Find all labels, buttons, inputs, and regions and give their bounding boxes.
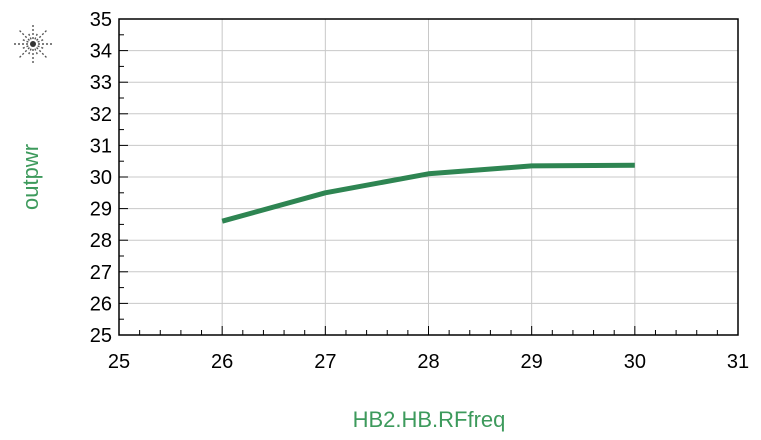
y-tick-label: 29 <box>90 199 112 221</box>
logo-ray <box>18 29 30 41</box>
y-axis-label: outpwr <box>18 144 43 210</box>
logo-center <box>30 41 36 47</box>
y-tick-label: 31 <box>90 135 112 157</box>
y-tick-label: 32 <box>90 104 112 126</box>
x-tick-label: 29 <box>521 351 543 373</box>
logo-ray <box>36 47 48 59</box>
logo-ray <box>36 29 48 41</box>
logo-ray <box>18 47 30 59</box>
x-tick-label: 27 <box>314 351 336 373</box>
x-tick-label: 26 <box>211 351 233 373</box>
y-tick-label: 34 <box>90 41 112 63</box>
series-line <box>221 162 635 224</box>
series <box>221 162 635 224</box>
x-tick-label: 30 <box>624 351 646 373</box>
logo-ray <box>34 48 39 57</box>
y-tick-label: 25 <box>90 325 112 347</box>
y-tick-label: 35 <box>90 9 112 31</box>
y-tick-labels: 25 26 27 28 29 30 31 32 33 34 35 <box>90 9 112 347</box>
y-tick-label: 27 <box>90 262 112 284</box>
logo-ray <box>37 38 46 43</box>
logo-ray <box>20 38 29 43</box>
plot-frame <box>118 18 739 336</box>
logo-ray <box>27 48 32 57</box>
x-axis-label: HB2.HB.RFfreq <box>353 407 506 432</box>
x-tick-label: 28 <box>417 351 439 373</box>
logo-icon <box>13 24 53 64</box>
x-tick-labels: 25 26 27 28 29 30 31 <box>108 351 749 373</box>
y-tick-label: 33 <box>90 72 112 94</box>
grid <box>119 19 738 335</box>
x-tick-label: 25 <box>108 351 130 373</box>
logo-ray <box>34 31 39 40</box>
y-tick-label: 28 <box>90 230 112 252</box>
x-tick-label: 31 <box>727 351 749 373</box>
logo-ray <box>37 45 46 50</box>
y-tick-label: 30 <box>90 167 112 189</box>
logo-ray <box>27 31 32 40</box>
logo-ray <box>20 45 29 50</box>
y-tick-label: 26 <box>90 293 112 315</box>
